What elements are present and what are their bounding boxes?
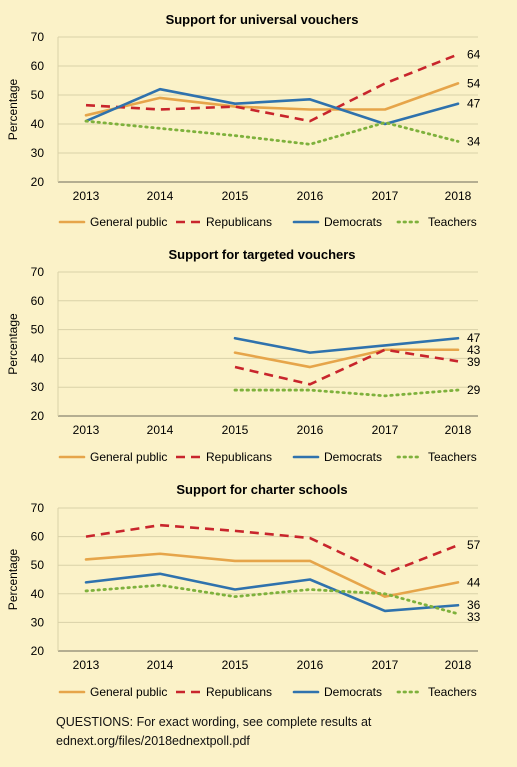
x-tick-label: 2016 [297, 423, 324, 437]
series-line-republicans [234, 348, 459, 386]
data-label-democrats: 47 [467, 97, 481, 111]
chart-title: Support for targeted vouchers [168, 247, 355, 262]
x-tick-label: 2016 [297, 189, 324, 203]
series-line-general-public [233, 348, 460, 369]
footnote: QUESTIONS: For exact wording, see comple… [56, 715, 372, 748]
y-axis-label: Percentage [6, 548, 20, 610]
x-tick-label: 2013 [73, 423, 100, 437]
x-tick-label: 2015 [222, 423, 249, 437]
chart-panel-3: Support for charter schools 20 30 40 50 60 70 P… [6, 482, 481, 699]
chart-panel-1: Support for universal vouchers 20 30 40 50 60… [6, 12, 481, 229]
legend-label: Democrats [324, 215, 382, 229]
series-line-teachers [84, 583, 460, 616]
series-line-republicans [85, 53, 459, 123]
data-label-general-public: 54 [467, 76, 481, 90]
y-tick-label: 70 [31, 265, 45, 279]
y-tick-label: 20 [31, 409, 45, 423]
chart-title: Support for universal vouchers [166, 12, 359, 27]
series-line-democrats [84, 572, 460, 613]
x-tick-label: 2015 [222, 658, 249, 672]
y-tick-label: 50 [31, 323, 45, 337]
y-tick-label: 30 [31, 146, 45, 160]
legend-label: Democrats [324, 450, 382, 464]
legend-label: Republicans [206, 215, 272, 229]
legend-label: Republicans [206, 685, 272, 699]
x-tick-label: 2018 [445, 189, 472, 203]
legend-label: General public [90, 685, 167, 699]
y-tick-label: 20 [31, 644, 45, 658]
series-line-general-public [84, 552, 460, 598]
x-tick-label: 2013 [73, 189, 100, 203]
x-tick-label: 2017 [372, 658, 399, 672]
x-tick-label: 2015 [222, 189, 249, 203]
legend-label: General public [90, 450, 167, 464]
data-label-democrats: 36 [467, 598, 481, 612]
data-label-republicans: 57 [467, 538, 481, 552]
legend-label: Teachers [428, 450, 477, 464]
y-tick-label: 60 [31, 530, 45, 544]
x-tick-label: 2014 [147, 423, 174, 437]
data-label-general-public: 43 [467, 343, 481, 357]
x-tick-label: 2013 [73, 658, 100, 672]
y-tick-label: 60 [31, 59, 45, 73]
data-label-general-public: 44 [467, 575, 481, 589]
legend-label: General public [90, 215, 167, 229]
x-tick-label: 2014 [147, 189, 174, 203]
chart-title: Support for charter schools [176, 482, 347, 497]
legend-label: Republicans [206, 450, 272, 464]
legend-label: Teachers [428, 215, 477, 229]
series-line-general-public [84, 82, 460, 117]
series-line-democrats [84, 87, 460, 126]
series-line-teachers [84, 119, 460, 146]
legend-label: Teachers [428, 685, 477, 699]
x-tick-label: 2018 [445, 423, 472, 437]
y-axis-label: Percentage [6, 78, 20, 140]
y-tick-label: 50 [31, 558, 45, 572]
y-tick-label: 20 [31, 175, 45, 189]
y-tick-label: 70 [31, 30, 45, 44]
series-line-democrats [233, 336, 460, 354]
data-label-teachers: 33 [467, 610, 481, 624]
y-tick-label: 30 [31, 380, 45, 394]
y-tick-label: 30 [31, 615, 45, 629]
y-tick-label: 40 [31, 351, 45, 365]
data-label-democrats: 47 [467, 331, 481, 345]
y-tick-label: 70 [31, 501, 45, 515]
y-tick-label: 50 [31, 88, 45, 102]
series-line-republicans [85, 523, 459, 576]
y-tick-label: 60 [31, 294, 45, 308]
series-line-teachers [233, 388, 460, 398]
x-tick-label: 2017 [372, 423, 399, 437]
x-tick-label: 2014 [147, 658, 174, 672]
y-tick-label: 40 [31, 587, 45, 601]
y-axis-label: Percentage [6, 313, 20, 375]
x-tick-label: 2017 [372, 189, 399, 203]
chart-panel-2: Support for targeted vouchers 20 30 40 50 60 7… [6, 247, 481, 464]
x-tick-label: 2016 [297, 658, 324, 672]
data-label-teachers: 34 [467, 134, 481, 148]
data-label-republicans: 64 [467, 47, 481, 61]
legend-label: Democrats [324, 685, 382, 699]
x-tick-label: 2018 [445, 658, 472, 672]
data-label-teachers: 29 [467, 383, 481, 397]
data-label-republicans: 39 [467, 355, 481, 369]
y-tick-label: 40 [31, 117, 45, 131]
